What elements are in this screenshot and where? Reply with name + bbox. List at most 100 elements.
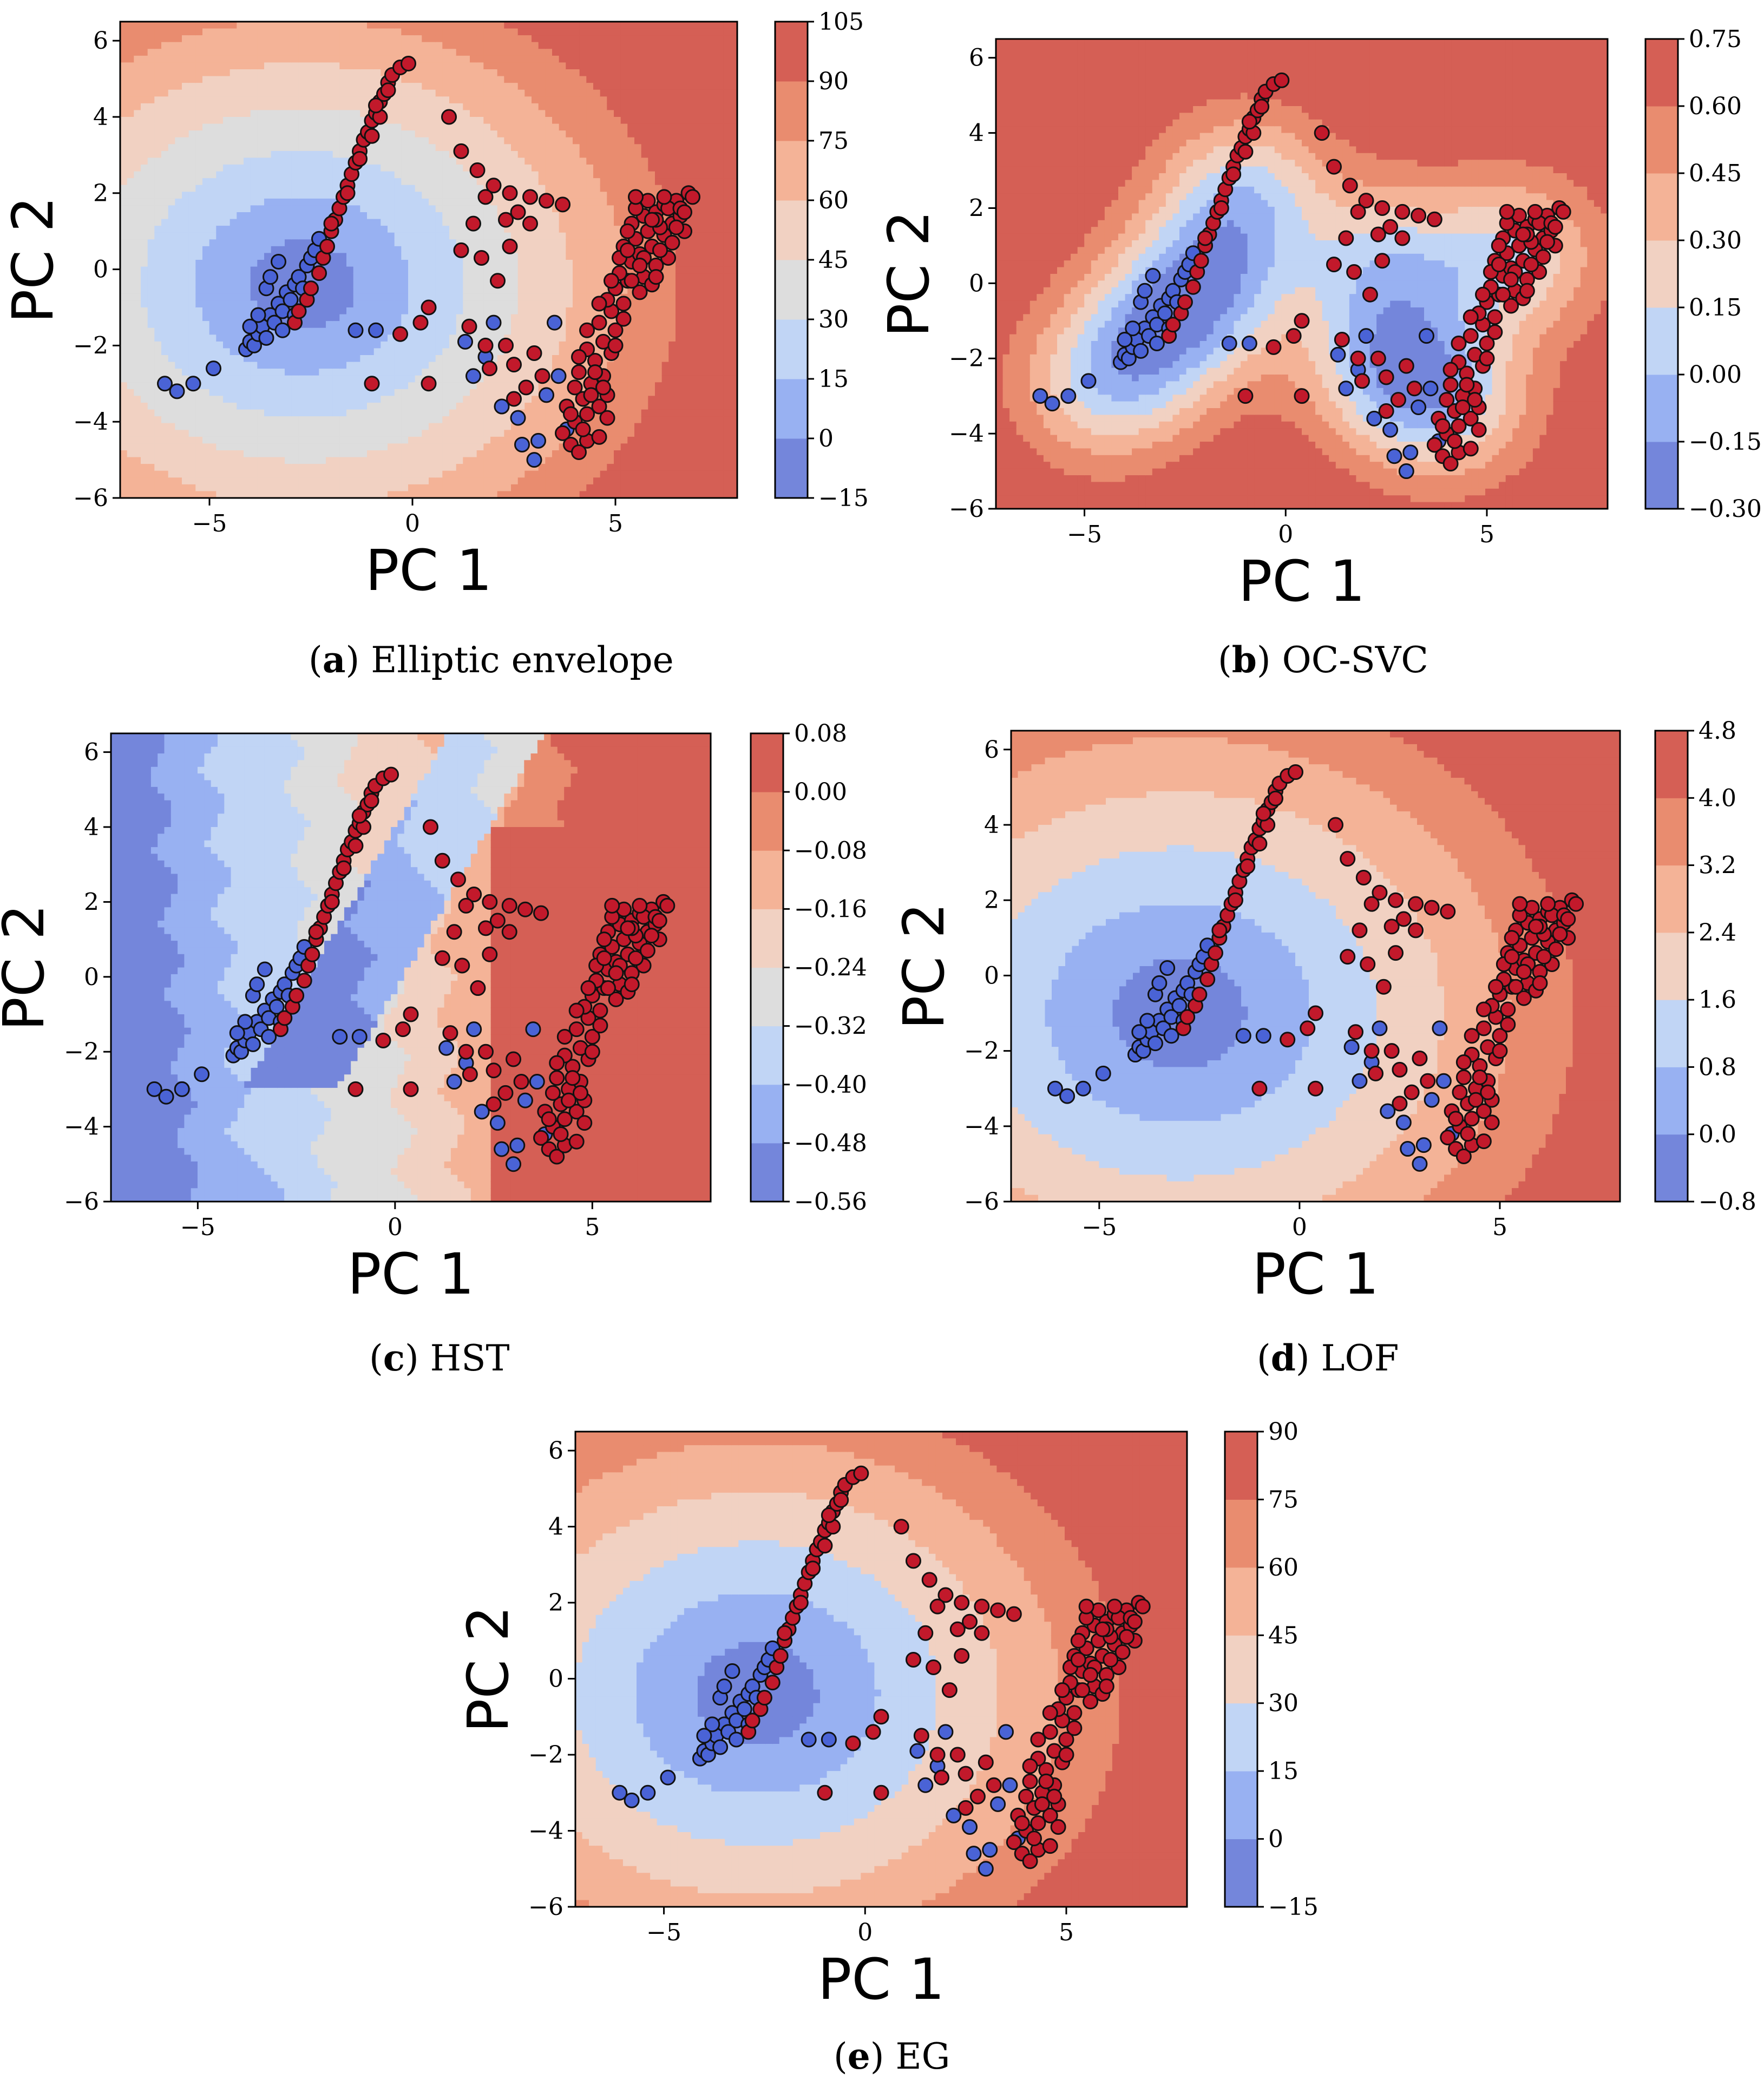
point-inlier xyxy=(1419,329,1433,343)
colorbar-tick-label: 75 xyxy=(818,127,849,155)
point-outlier xyxy=(479,1045,493,1059)
point-outlier xyxy=(1396,912,1411,926)
x-tick-label: 5 xyxy=(1479,521,1494,548)
y-tick-label: −6 xyxy=(73,484,108,512)
point-outlier xyxy=(511,205,525,219)
point-outlier xyxy=(1509,980,1523,994)
point-outlier xyxy=(1371,351,1385,365)
point-outlier xyxy=(1256,806,1270,821)
point-outlier xyxy=(1520,284,1534,298)
point-outlier xyxy=(1461,1127,1475,1141)
point-outlier xyxy=(1031,1733,1045,1747)
point-outlier xyxy=(1067,1721,1081,1735)
colorbar-tick-label: 30 xyxy=(1268,1690,1299,1717)
point-outlier xyxy=(955,1596,969,1610)
point-inlier xyxy=(447,1075,461,1089)
y-tick-label: 4 xyxy=(84,813,99,841)
point-outlier xyxy=(349,839,363,853)
point-outlier xyxy=(1071,1633,1085,1648)
point-outlier xyxy=(1355,374,1369,388)
point-outlier xyxy=(652,914,666,928)
point-inlier xyxy=(258,962,272,976)
x-tick-label: −5 xyxy=(646,1919,681,1946)
x-tick-label: 5 xyxy=(585,1213,600,1241)
point-outlier xyxy=(580,323,594,337)
colorbar-band xyxy=(1655,933,1688,1000)
caption-a-letter: a xyxy=(323,639,346,681)
point-outlier xyxy=(914,1729,928,1743)
point-outlier xyxy=(1395,205,1409,219)
point-outlier xyxy=(459,1045,473,1059)
point-outlier xyxy=(919,1626,933,1640)
point-outlier xyxy=(600,411,614,425)
point-outlier xyxy=(1327,160,1341,174)
point-inlier xyxy=(1045,397,1059,411)
colorbar-band xyxy=(775,81,808,141)
point-inlier xyxy=(175,1082,189,1096)
caption-a-text: Elliptic envelope xyxy=(371,639,673,681)
point-outlier xyxy=(1529,920,1543,934)
point-outlier xyxy=(818,1539,832,1553)
point-outlier xyxy=(1468,393,1482,407)
y-axis-label: PC 2 xyxy=(876,211,942,338)
point-outlier xyxy=(1214,201,1228,215)
point-outlier xyxy=(617,297,631,311)
point-outlier xyxy=(1099,1679,1113,1694)
point-outlier xyxy=(1351,205,1365,219)
point-inlier xyxy=(515,437,529,451)
point-outlier xyxy=(1513,897,1527,911)
point-outlier xyxy=(955,1649,969,1663)
colorbar-tick-label: −0.15 xyxy=(1689,428,1762,456)
point-outlier xyxy=(1492,258,1506,272)
colorbar-c: −0.56−0.48−0.40−0.32−0.24−0.16−0.080.000… xyxy=(751,720,867,1216)
point-outlier xyxy=(935,1770,949,1784)
point-outlier xyxy=(1399,359,1413,373)
y-tick-label: −6 xyxy=(964,1188,999,1216)
y-axis-label: PC 2 xyxy=(455,1606,521,1733)
point-outlier xyxy=(1079,1599,1093,1613)
point-inlier xyxy=(548,316,562,330)
point-outlier xyxy=(394,327,408,341)
point-outlier xyxy=(340,186,355,200)
y-tick-label: 2 xyxy=(93,180,108,207)
point-outlier xyxy=(922,1573,936,1587)
point-outlier xyxy=(1084,1668,1098,1682)
colorbar-band xyxy=(1655,798,1688,865)
point-inlier xyxy=(230,1026,244,1040)
colorbar-tick-label: 0 xyxy=(1268,1826,1283,1853)
point-inlier xyxy=(440,1041,454,1055)
point-outlier xyxy=(573,1086,587,1100)
point-outlier xyxy=(1379,404,1393,418)
colorbar-tick-label: 60 xyxy=(818,187,849,214)
point-outlier xyxy=(381,83,395,97)
point-outlier xyxy=(1413,1052,1427,1066)
colorbar-tick-label: 30 xyxy=(818,306,849,333)
point-inlier xyxy=(527,453,541,467)
point-outlier xyxy=(1351,351,1365,365)
point-outlier xyxy=(503,186,517,200)
point-outlier xyxy=(1533,976,1547,990)
x-tick-label: 5 xyxy=(1059,1919,1074,1946)
point-outlier xyxy=(297,974,311,988)
point-outlier xyxy=(1192,987,1206,1001)
point-outlier xyxy=(605,898,619,913)
point-outlier xyxy=(778,1626,792,1640)
point-outlier xyxy=(1500,205,1514,219)
point-outlier xyxy=(588,365,602,379)
y-tick-label: 6 xyxy=(548,1437,563,1465)
point-outlier xyxy=(1238,389,1252,403)
colorbar-band xyxy=(1645,173,1678,241)
point-outlier xyxy=(1043,1839,1057,1853)
colorbar-band xyxy=(751,792,783,851)
point-outlier xyxy=(1341,852,1355,866)
point-outlier xyxy=(1208,946,1222,960)
point-outlier xyxy=(645,929,659,943)
point-outlier xyxy=(906,1652,920,1666)
point-outlier xyxy=(906,1554,920,1568)
point-outlier xyxy=(1341,950,1355,964)
point-outlier xyxy=(462,319,476,333)
point-outlier xyxy=(592,297,606,311)
point-outlier xyxy=(1449,1112,1463,1126)
